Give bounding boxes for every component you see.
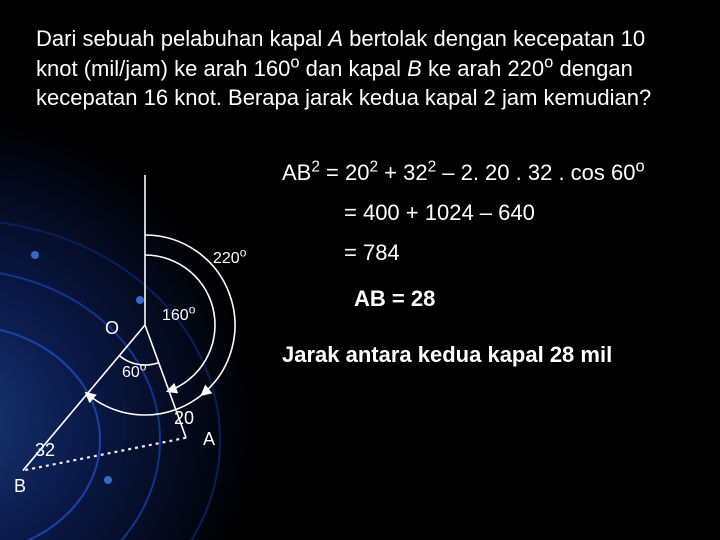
length-OB-label: 32	[35, 440, 55, 461]
problem-text: Dari sebuah pelabuhan kapal A bertolak d…	[36, 24, 686, 113]
equation-line-3: = 784	[344, 240, 702, 266]
point-B-label: B	[14, 476, 26, 497]
point-A-label: A	[203, 429, 215, 450]
angle-160-label: 160o	[162, 307, 195, 325]
angle-220-label: 220o	[213, 250, 246, 268]
origin-label: O	[105, 318, 119, 339]
navigation-diagram: O 220o 160o 60o 20 A 32 B	[0, 150, 300, 530]
length-OA-label: 20	[174, 408, 194, 429]
answer-line: AB = 28	[354, 286, 702, 312]
solution-block: AB2 = 202 + 322 – 2. 20 . 32 . cos 60o =…	[282, 160, 702, 382]
equation-line-2: = 400 + 1024 – 640	[344, 200, 702, 226]
conclusion-line: Jarak antara kedua kapal 28 mil	[282, 342, 702, 368]
equation-line-1: AB2 = 202 + 322 – 2. 20 . 32 . cos 60o	[282, 160, 702, 186]
angle-60-label: 60o	[122, 364, 146, 382]
